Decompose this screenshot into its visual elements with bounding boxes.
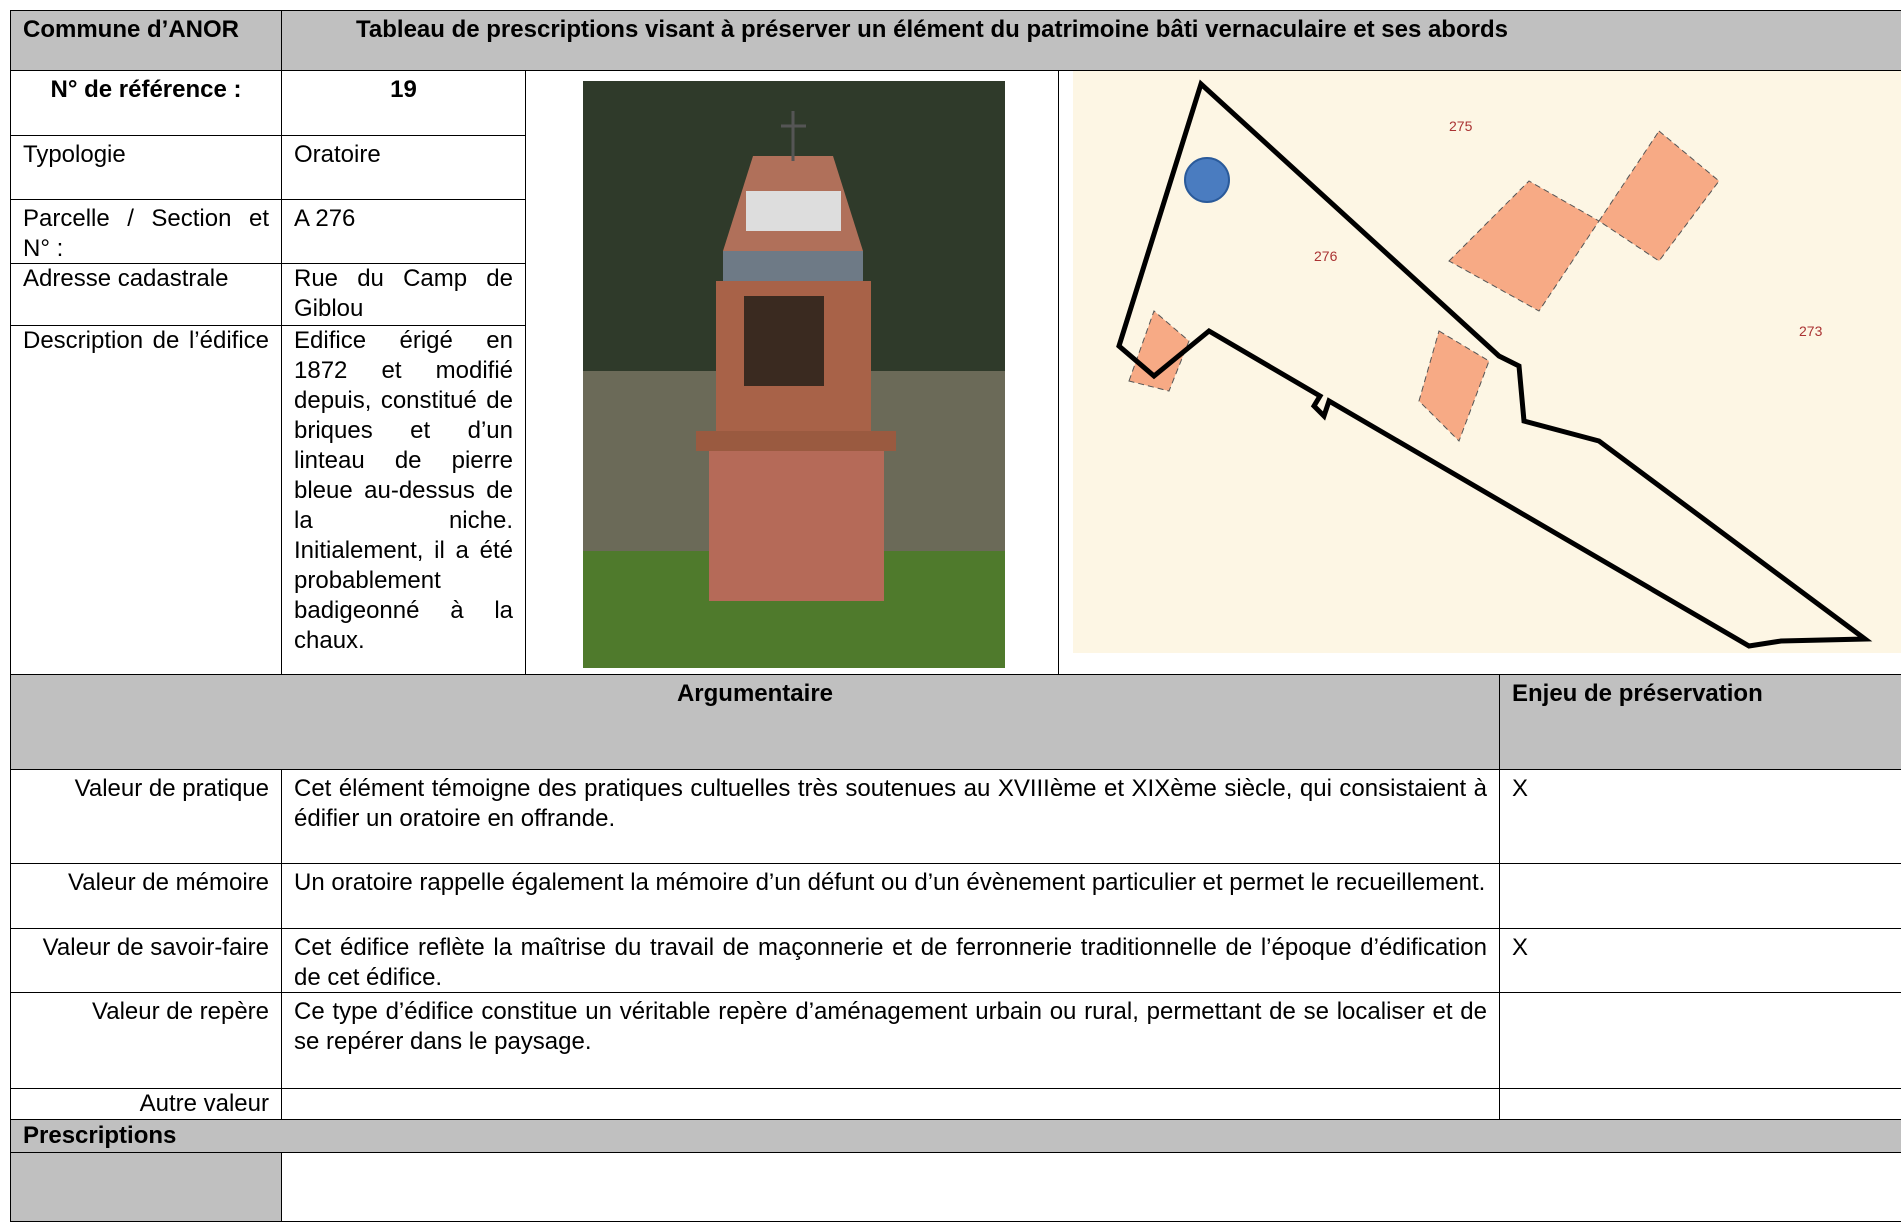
enjeu [1499,1088,1901,1120]
field-value: Rue du Camp de Giblou [281,263,526,326]
enjeu [1499,992,1901,1089]
field-value: Edifice érigé en 1872 et modifié depuis,… [281,325,526,675]
commune: Commune d’ANOR [10,10,282,71]
map-label: 273 [1799,323,1823,339]
argumentaire-header: Argumentaire [10,674,1500,770]
field-label: Typologie [10,135,282,200]
value-text: Cet élément témoigne des pratiques cultu… [281,769,1500,864]
field-value: Oratoire [281,135,526,200]
ref-value: 19 [281,70,526,136]
field-value: A 276 [281,199,526,264]
value-text [281,1088,1500,1120]
field-label: Parcelle / Section et N° : [10,199,282,264]
value-label: Valeur de pratique [10,769,282,864]
value-text: Ce type d’édifice constitue un véritable… [281,992,1500,1089]
map: 275 276 273 [1073,71,1901,653]
photo [583,81,1005,668]
value-text: Cet édifice reflète la maîtrise du trava… [281,928,1500,993]
map-label: 276 [1314,248,1338,264]
enjeu: X [1499,769,1901,864]
field-label: Description de l’édifice [10,325,282,675]
enjeu-header: Enjeu de préservation [1499,674,1901,770]
value-label: Valeur de repère [10,992,282,1089]
field-label: Adresse cadastrale [10,263,282,326]
value-label: Autre valeur [10,1088,282,1120]
photo-cell [525,70,1059,675]
prescriptions-header: Prescriptions [10,1119,1901,1153]
enjeu: X [1499,928,1901,993]
value-label: Valeur de savoir-faire [10,928,282,993]
value-text: Un oratoire rappelle également la mémoir… [281,863,1500,929]
title: Tableau de prescriptions visant à préser… [281,10,1901,71]
map-label: 275 [1449,118,1473,134]
map-cell: 275 276 273 [1058,70,1901,675]
value-label: Valeur de mémoire [10,863,282,929]
ref-label: N° de référence : [10,70,282,136]
enjeu [1499,863,1901,929]
